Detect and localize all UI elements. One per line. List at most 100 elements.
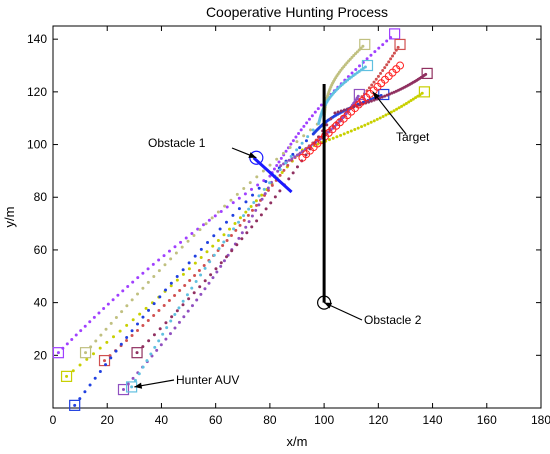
hunter-path-point (105, 340, 109, 344)
hunter-path-point (304, 139, 308, 143)
hunter-path-point (164, 321, 168, 325)
hunter-path-point (163, 263, 167, 267)
hunter-path-point (397, 106, 401, 110)
hunter-path-point (369, 120, 373, 124)
hunter-path-point (282, 168, 286, 172)
hunter-path-point (336, 110, 340, 114)
hunter-path-point (242, 218, 246, 222)
hunter-path-point (407, 100, 411, 104)
hunter-path-point (175, 309, 179, 313)
hunter-path-point (379, 71, 383, 75)
hunter-path-point (137, 372, 141, 376)
hunter-path-point (111, 298, 115, 302)
hunter-path-point (353, 128, 357, 132)
hunter-path-point (215, 270, 219, 274)
hunter-path-point (121, 388, 125, 392)
hunter-path-point (114, 316, 118, 320)
hunter-path-point (88, 383, 92, 387)
hunter-path-point (295, 165, 299, 169)
hunter-path-point (181, 299, 185, 303)
hunter-path-point (238, 216, 242, 220)
hunter-path-point (84, 351, 88, 355)
hunter-path-point (270, 183, 274, 187)
hunter-path-point (390, 91, 394, 95)
hunter-path-point (277, 160, 281, 164)
hunter-path-point (209, 273, 213, 277)
hunter-path-point (169, 319, 173, 323)
hunter-path-point (291, 171, 295, 175)
hunter-path-point (306, 135, 310, 139)
annotations: Obstacle 1 Target Obstacle 2 Hunter AUV (134, 91, 430, 389)
hunter-path-point (188, 278, 192, 282)
hunter-path-point (237, 207, 241, 211)
hunter-path-point (234, 228, 238, 232)
hunter-path-point (109, 356, 113, 360)
hunter-path-point (169, 281, 173, 285)
hunter-path-point (372, 98, 376, 102)
hunter-path-point (411, 97, 415, 101)
hunter-path-point (308, 128, 312, 132)
hunter-path-point (88, 320, 92, 324)
hunter-path-point (363, 65, 367, 69)
hunter-path-point (175, 274, 179, 278)
x-tick-label: 40 (155, 413, 169, 427)
hunter-path-point (232, 227, 236, 231)
hunter-path-point (161, 332, 165, 336)
hunter-path-point (363, 123, 367, 127)
hunter-path-point (391, 54, 395, 58)
annotation-arrowhead (324, 302, 333, 309)
x-tick-label: 80 (263, 413, 277, 427)
hunter-path-point (229, 198, 233, 202)
x-tick-label: 0 (50, 413, 57, 427)
hunter-path-point (153, 345, 157, 349)
hunter-path-point (106, 302, 110, 306)
hunter-path-point (298, 146, 302, 150)
hunter-path-point (93, 376, 97, 380)
hunter-path-point (313, 110, 317, 114)
x-tick-label: 20 (101, 413, 115, 427)
hunter-path-point (310, 114, 314, 118)
hunter-path-point (79, 329, 83, 333)
hunter-path-point (187, 297, 191, 301)
x-tick-label: 160 (477, 413, 497, 427)
hunter-path-point (186, 239, 190, 243)
hunter-path-point (98, 369, 102, 373)
hunter-start-marker (131, 347, 143, 359)
hunter-path-point (146, 280, 150, 284)
hunter-path-point (291, 139, 295, 143)
hunter-path-point (261, 169, 265, 173)
hunter-path-point (126, 284, 130, 288)
hunter-path-point (99, 333, 103, 337)
hunter-path-point (211, 276, 215, 280)
hunter-path-point (366, 122, 370, 126)
hunter-path-point (278, 168, 282, 172)
hunter-path-point (262, 187, 266, 191)
hunter-path-point (164, 337, 168, 341)
hunter-path-point (381, 114, 385, 118)
hunter-path-point (350, 71, 354, 75)
hunter-path-point (231, 213, 235, 217)
hunter-path-point (225, 205, 229, 209)
hunter-path-point (356, 94, 360, 98)
hunter-path-point (266, 186, 270, 190)
obstacle-center (317, 295, 332, 310)
hunter-path-point (276, 169, 280, 173)
hunter-path-point (352, 105, 356, 109)
hunter-path-point (298, 151, 302, 155)
hunter-path-point (157, 339, 161, 343)
hunter-path-point (56, 351, 60, 355)
hunter-path-point (356, 126, 360, 130)
hunter-end-marker (359, 38, 371, 51)
hunter-path-point (102, 307, 106, 311)
hunter-path-point (187, 261, 191, 265)
hunter-path-point (175, 278, 179, 282)
x-axis-label: x/m (287, 434, 308, 449)
hunter-path-point (174, 251, 178, 255)
hunter-path-point (294, 135, 298, 139)
hunter-path-point (316, 142, 320, 146)
plot-area (52, 25, 542, 409)
hunter-path-point (111, 335, 115, 339)
hunter-path-point (333, 111, 337, 115)
hunter-path-point (212, 234, 216, 238)
hunter-path-point (266, 188, 270, 192)
